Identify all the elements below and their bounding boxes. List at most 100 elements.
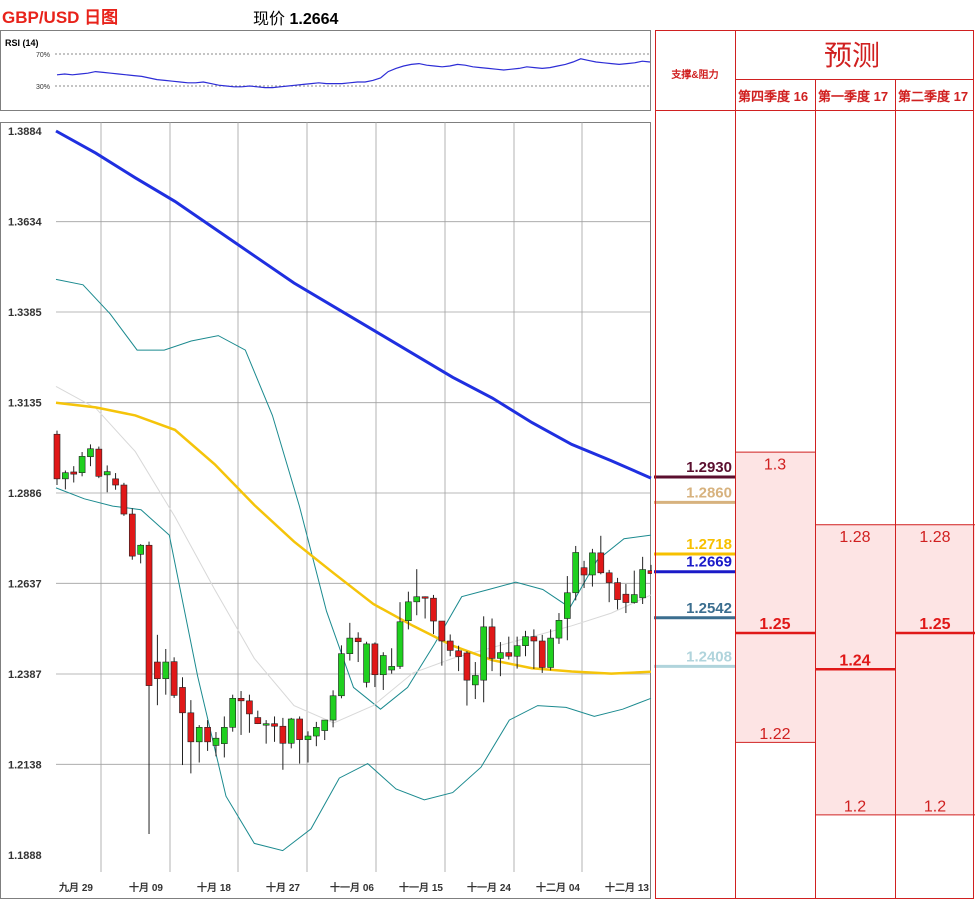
candle-up [379, 655, 387, 676]
x-tick-label: 十二月 13 [605, 881, 649, 894]
forecast-mid-value: 1.25 [759, 616, 790, 633]
candle-up [555, 620, 563, 639]
candle-up [229, 698, 237, 728]
current-price-value: 1.2664 [289, 11, 339, 28]
y-tick-label: 1.2637 [8, 578, 42, 590]
candle-down [279, 725, 287, 744]
forecast-range-fill [735, 451, 815, 742]
x-tick-label: 十月 09 [129, 881, 163, 894]
candle-up [564, 592, 571, 619]
blue-moving-average-line [55, 129, 652, 480]
candle-up [413, 596, 421, 603]
x-tick-label: 十一月 06 [330, 881, 374, 894]
forecast-column-header: 第二季度 17 [898, 89, 968, 104]
price-chart-frame [0, 122, 651, 899]
forecast-range-fill [815, 524, 895, 815]
candle-down [204, 727, 211, 743]
forecast-high-value: 1.28 [839, 529, 870, 546]
candle-up [195, 727, 203, 743]
rsi-label: RSI (14) [5, 38, 39, 48]
level-label: 1.2718 [686, 536, 732, 553]
candle-up [262, 723, 270, 726]
candle-down [120, 484, 128, 515]
y-tick-label: 1.1888 [8, 850, 42, 862]
candle-down [463, 652, 471, 681]
candle-up [87, 448, 94, 458]
x-tick-label: 十二月 04 [536, 881, 580, 894]
light-moving-average-line [55, 385, 652, 724]
candle-down [179, 687, 186, 714]
x-tick-label: 十一月 24 [467, 881, 511, 894]
rsi-level-70-label: 70% [36, 52, 50, 59]
forecast-column-header: 第一季度 17 [818, 89, 888, 104]
level-label: 1.2860 [686, 484, 732, 501]
candle-down [438, 620, 446, 642]
candle-up [572, 552, 580, 594]
candle-up [363, 643, 370, 683]
candle-down [53, 433, 61, 480]
rsi-line [56, 58, 651, 89]
rsi-panel: RSI (14) 70% 30% [0, 30, 651, 111]
current-price: 现价 1.2664 [253, 5, 338, 29]
candle-down [605, 572, 613, 583]
forecast-title: 预测 [824, 39, 880, 72]
bollinger-lower-line [55, 487, 652, 852]
candle-down [254, 717, 262, 724]
candle-down [70, 471, 78, 475]
candle-up [78, 456, 86, 473]
bollinger-upper-line [55, 278, 652, 710]
candle-up [321, 719, 329, 731]
candle-down [128, 513, 136, 557]
y-tick-label: 1.2387 [8, 669, 42, 681]
x-tick-label: 十月 18 [197, 881, 231, 894]
candle-up [338, 653, 345, 697]
candle-down [580, 567, 588, 576]
candle-down [421, 596, 429, 599]
y-tick-label: 1.3634 [8, 217, 43, 229]
candle-up [471, 675, 479, 686]
candle-down [538, 640, 546, 668]
level-label: 1.2930 [686, 459, 732, 476]
candle-down [614, 582, 621, 600]
candle-down [154, 661, 161, 680]
candle-up [103, 471, 111, 476]
candle-down [530, 636, 538, 642]
candle-down [430, 597, 437, 622]
candle-up [287, 718, 295, 744]
candle-up [62, 472, 69, 480]
rsi-level-30-label: 30% [36, 84, 50, 91]
candle-up [513, 645, 521, 657]
candle-up [405, 601, 412, 621]
candle-down [271, 723, 278, 727]
candle-up [630, 594, 638, 603]
candle-up [388, 666, 395, 671]
y-tick-label: 1.2886 [8, 488, 42, 500]
y-tick-label: 1.2138 [8, 759, 42, 771]
candle-up [396, 621, 404, 667]
forecast-mid-value: 1.24 [839, 652, 870, 669]
y-tick-label: 1.3884 [8, 126, 43, 138]
forecast-column-header: 第四季度 16 [738, 89, 808, 104]
candle-up [329, 695, 337, 721]
gold-moving-average-line [55, 401, 652, 675]
candle-down [622, 593, 630, 603]
candle-down [647, 570, 652, 574]
candle-down [505, 652, 513, 657]
level-label: 1.2408 [686, 648, 732, 665]
candle-down [95, 448, 103, 477]
x-tick-label: 九月 29 [58, 881, 93, 894]
forecast-low-value: 1.22 [759, 726, 790, 743]
candle-up [522, 636, 529, 647]
candle-down [246, 700, 253, 715]
current-price-prefix: 现价 [253, 11, 286, 28]
forecast-mid-value: 1.25 [919, 616, 950, 633]
y-tick-label: 1.3385 [8, 307, 42, 319]
candle-up [480, 626, 487, 681]
candle-down [112, 478, 119, 486]
level-label: 1.2669 [686, 554, 732, 571]
candle-up [639, 569, 646, 599]
candle-up [589, 552, 596, 576]
candle-down [446, 640, 454, 651]
x-tick-label: 十一月 15 [399, 881, 443, 894]
